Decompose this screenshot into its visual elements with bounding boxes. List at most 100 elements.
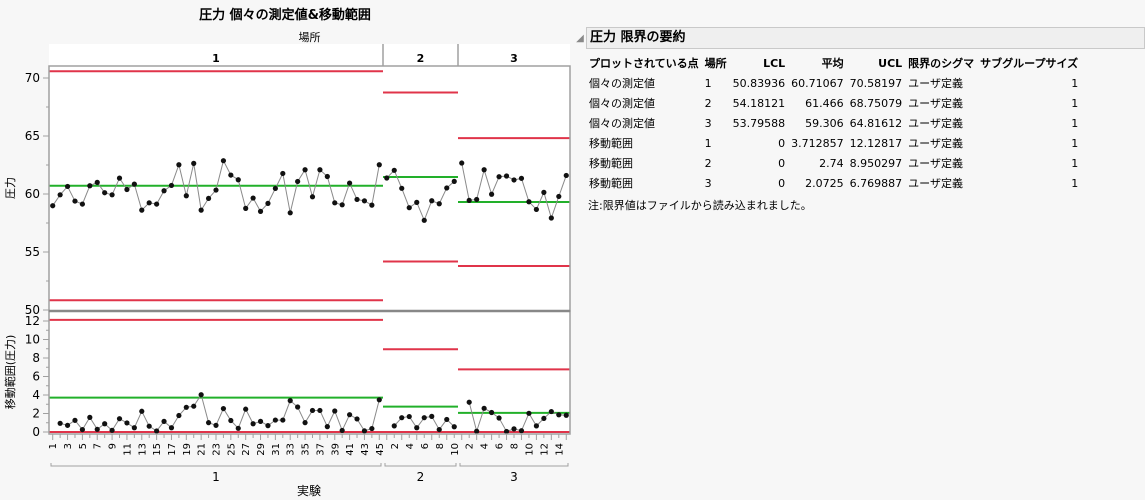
x-tick-label: 45 bbox=[375, 443, 386, 456]
table-cell: 3 bbox=[704, 176, 712, 190]
data-point bbox=[243, 205, 249, 211]
group-label: 3 bbox=[510, 470, 518, 484]
data-point bbox=[243, 406, 249, 412]
data-point bbox=[87, 183, 93, 189]
data-point bbox=[406, 205, 412, 211]
x-tick-label: 41 bbox=[345, 443, 356, 456]
data-point bbox=[109, 427, 115, 433]
x-tick-label: 33 bbox=[286, 443, 297, 456]
table-cell: 64.81612 bbox=[849, 116, 903, 130]
x-tick-label: 4 bbox=[405, 443, 416, 449]
x-tick-label: 10 bbox=[450, 443, 461, 456]
data-point bbox=[399, 185, 405, 191]
data-point bbox=[361, 198, 368, 204]
data-point bbox=[563, 412, 569, 418]
y-tick-label: 4 bbox=[32, 388, 40, 402]
data-point bbox=[57, 420, 63, 426]
data-point bbox=[220, 405, 227, 412]
data-point bbox=[280, 417, 286, 423]
data-point bbox=[474, 428, 480, 434]
data-point bbox=[556, 412, 562, 418]
data-point bbox=[347, 412, 353, 418]
data-point bbox=[518, 175, 525, 181]
x-tick-label: 31 bbox=[271, 443, 282, 456]
triangle-down-icon[interactable]: ◢ bbox=[576, 32, 584, 44]
y-tick-label: 0 bbox=[32, 425, 40, 439]
data-point bbox=[369, 425, 375, 432]
data-point bbox=[183, 404, 189, 410]
x-tick-label: 37 bbox=[315, 443, 326, 456]
x-tick-label: 7 bbox=[93, 443, 104, 449]
table-cell: 移動範囲 bbox=[589, 137, 633, 150]
table-cell: 6.769887 bbox=[849, 176, 903, 190]
data-point bbox=[265, 200, 271, 206]
data-point bbox=[131, 425, 137, 431]
data-point bbox=[503, 173, 510, 179]
y-tick-label: 55 bbox=[25, 245, 40, 259]
facet-header bbox=[49, 44, 570, 66]
data-point bbox=[161, 418, 167, 424]
table-cell: 0 bbox=[778, 176, 786, 190]
data-point bbox=[124, 186, 130, 193]
table-cell: 1 bbox=[1071, 76, 1079, 90]
data-point bbox=[102, 190, 108, 196]
data-point bbox=[332, 408, 338, 414]
data-point bbox=[421, 415, 427, 421]
column-header: 場所 bbox=[704, 57, 727, 70]
limits-note: 注:限界値はファイルから読み込まれました。 bbox=[588, 199, 812, 212]
data-point bbox=[511, 177, 517, 183]
data-point bbox=[116, 175, 123, 181]
data-point bbox=[466, 197, 472, 203]
table-cell: 60.71067 bbox=[791, 76, 844, 90]
y-tick-label: 70 bbox=[25, 71, 40, 85]
group-bracket bbox=[50, 463, 382, 467]
table-cell: ユーザ定義 bbox=[908, 77, 963, 90]
report-header[interactable]: ◢ 圧力 限界の要約 bbox=[574, 27, 1145, 49]
data-point bbox=[139, 408, 145, 414]
data-point bbox=[347, 180, 353, 186]
x-tick-label: 5 bbox=[78, 443, 89, 449]
data-point bbox=[131, 181, 137, 187]
x-tick-label: 3 bbox=[63, 443, 74, 449]
data-point bbox=[354, 416, 360, 422]
table-cell: ユーザ定義 bbox=[908, 177, 963, 190]
table-cell: 3.712857 bbox=[791, 136, 844, 150]
table-cell: 50.83936 bbox=[732, 76, 786, 90]
data-point bbox=[302, 167, 308, 173]
data-point bbox=[317, 407, 323, 414]
table-cell: 59.306 bbox=[805, 116, 844, 130]
data-point bbox=[235, 425, 241, 431]
data-point bbox=[183, 193, 189, 199]
data-point bbox=[436, 201, 442, 207]
table-cell: 8.950297 bbox=[849, 156, 903, 170]
data-point bbox=[146, 200, 152, 206]
facet-header-label: 1 bbox=[212, 52, 220, 65]
column-header: サブグループサイズ bbox=[980, 57, 1079, 70]
data-point bbox=[94, 426, 100, 432]
data-point bbox=[481, 405, 487, 411]
data-point bbox=[191, 403, 197, 409]
plot-area bbox=[49, 66, 570, 434]
column-header: プロットされている点 bbox=[589, 57, 699, 70]
x-tick-label: 17 bbox=[167, 443, 178, 456]
data-point bbox=[124, 420, 130, 426]
data-point bbox=[287, 210, 293, 216]
data-point bbox=[146, 423, 152, 429]
x-tick-label: 8 bbox=[510, 443, 521, 449]
table-cell: 70.58197 bbox=[849, 76, 903, 90]
x-tick-label: 29 bbox=[256, 443, 267, 456]
data-point bbox=[250, 195, 256, 201]
x-tick-label: 8 bbox=[435, 443, 446, 449]
x-tick-label: 15 bbox=[152, 443, 163, 456]
data-point bbox=[205, 420, 212, 426]
table-row: 移動範囲 3 0 2.0725 6.769887 ユーザ定義 1 bbox=[586, 173, 1081, 193]
data-point bbox=[474, 196, 480, 203]
group-label: 1 bbox=[212, 470, 220, 484]
data-point bbox=[361, 428, 368, 434]
x-tick-label: 13 bbox=[137, 443, 148, 456]
x-tick-label: 43 bbox=[360, 443, 371, 456]
data-point bbox=[526, 410, 532, 416]
table-row: 個々の測定値 1 50.83936 60.71067 70.58197 ユーザ定義 1 bbox=[586, 73, 1081, 93]
group-label: 2 bbox=[417, 470, 425, 484]
